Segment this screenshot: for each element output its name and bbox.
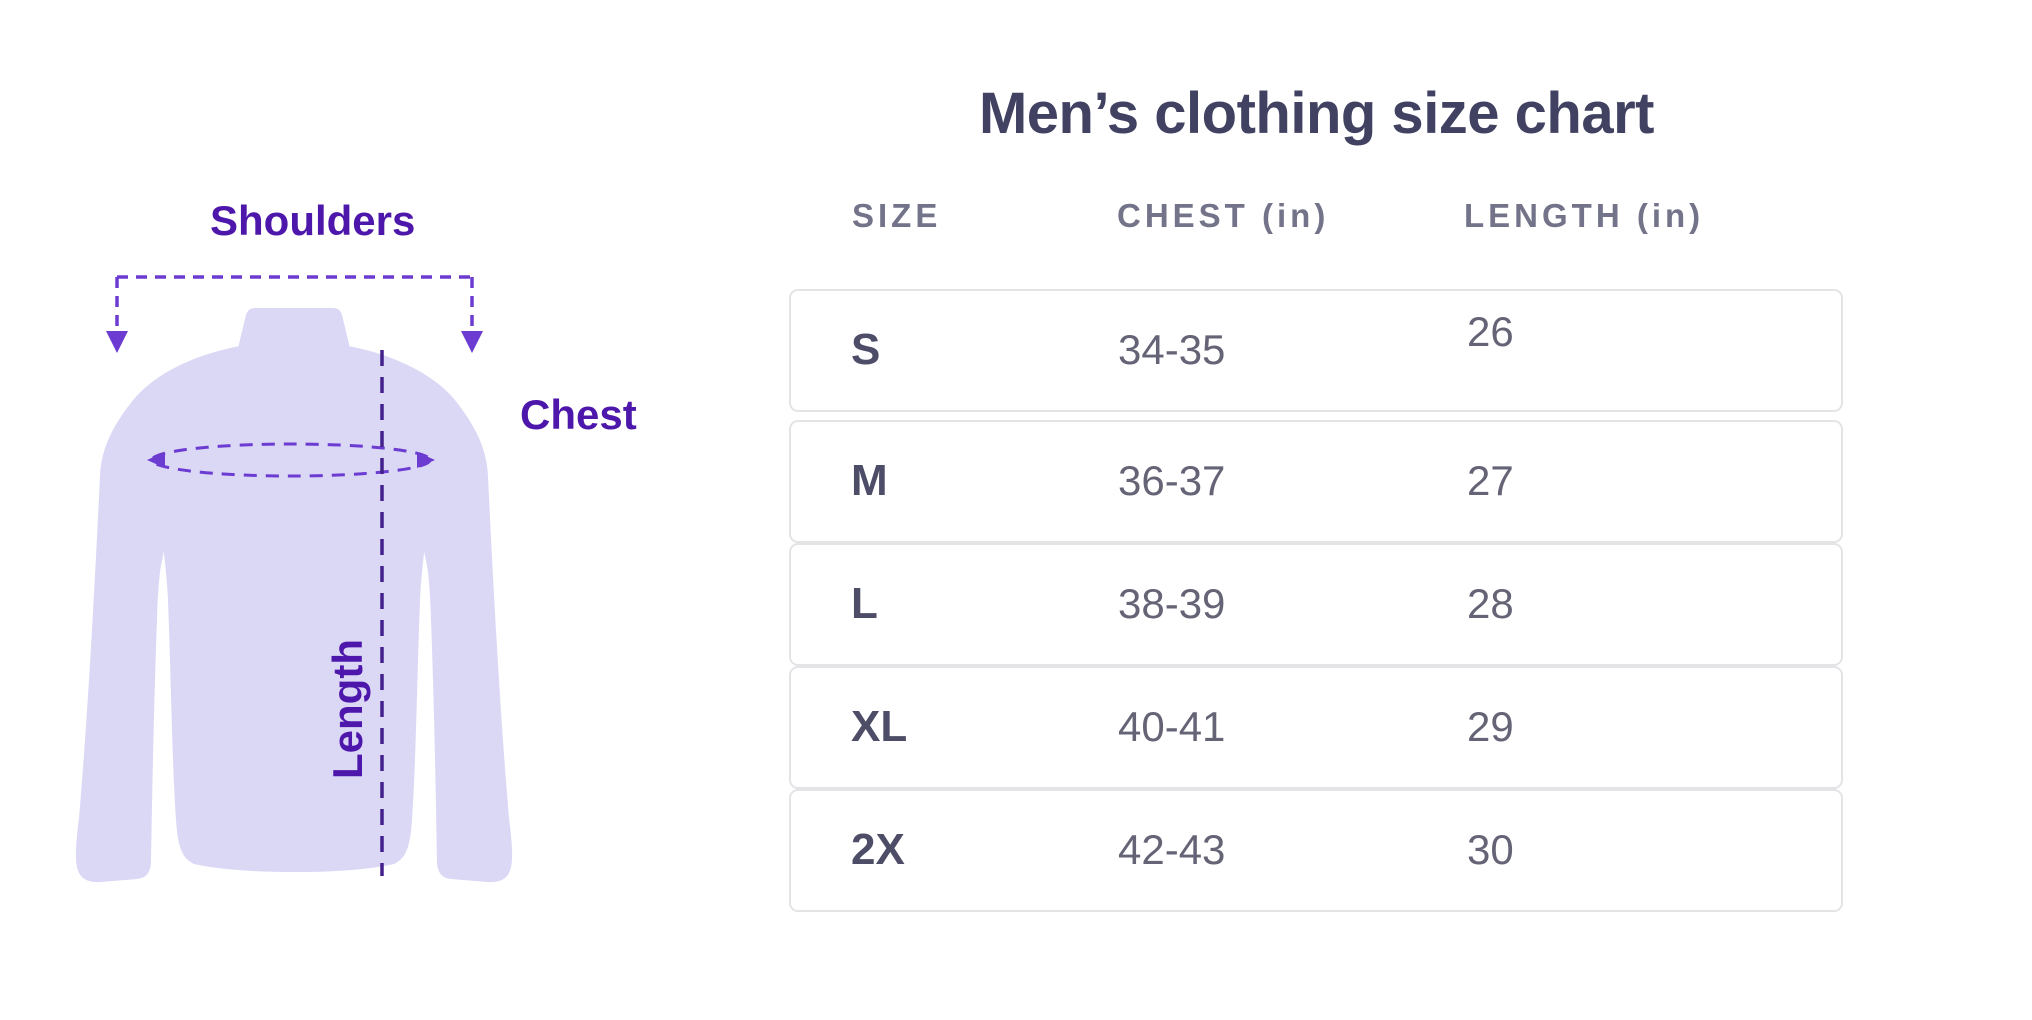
arrow-left-icon <box>147 452 165 468</box>
shirt-graphic <box>75 275 513 883</box>
arrow-down-icon <box>461 331 483 353</box>
cell-length: 30 <box>1467 825 1514 873</box>
table-header-row: SIZE CHEST (in) LENGTH (in) <box>790 197 1843 241</box>
column-header-size: SIZE <box>852 197 942 234</box>
chest-measure-ellipse <box>147 442 435 478</box>
cell-chest: 38-39 <box>1118 579 1226 627</box>
arrow-right-icon <box>417 452 435 468</box>
shirt-collar <box>238 308 350 348</box>
column-header-length: LENGTH (in) <box>1464 197 1705 234</box>
table-row: S 34-35 26 <box>789 289 1843 412</box>
chart-title: Men’s clothing size chart <box>978 81 1655 146</box>
cell-size: S <box>851 324 881 374</box>
shoulders-label: Shoulders <box>210 197 416 244</box>
shirt-torso <box>144 341 444 872</box>
cell-length: 27 <box>1467 456 1514 504</box>
cell-chest: 40-41 <box>1118 702 1226 750</box>
arrow-down-icon <box>106 331 128 353</box>
cell-length: 26 <box>1467 307 1514 355</box>
cell-size: XL <box>851 701 908 751</box>
cell-chest: 34-35 <box>1118 325 1226 373</box>
chest-label: Chest <box>520 391 637 438</box>
shoulders-measure-bracket <box>106 275 483 353</box>
column-header-chest: CHEST (in) <box>1117 197 1330 234</box>
shirt-measurement-diagram: Shoulders Chest Length <box>0 0 740 1020</box>
shirt-left-sleeve <box>75 346 240 883</box>
shirt-right-sleeve <box>348 346 513 883</box>
table-row: L 38-39 28 <box>789 543 1843 666</box>
cell-length: 28 <box>1467 579 1514 627</box>
size-table: S 34-35 26 M 36-37 27 L 38-39 28 XL 40-4… <box>789 289 1843 912</box>
shirt-shape <box>75 308 513 883</box>
cell-size: M <box>851 455 888 505</box>
cell-size: 2X <box>851 824 905 874</box>
cell-chest: 42-43 <box>1118 825 1226 873</box>
cell-length: 29 <box>1467 702 1514 750</box>
table-row: M 36-37 27 <box>789 420 1843 543</box>
table-row: XL 40-41 29 <box>789 666 1843 789</box>
cell-size: L <box>851 578 878 628</box>
table-row: 2X 42-43 30 <box>789 789 1843 912</box>
cell-chest: 36-37 <box>1118 456 1226 504</box>
